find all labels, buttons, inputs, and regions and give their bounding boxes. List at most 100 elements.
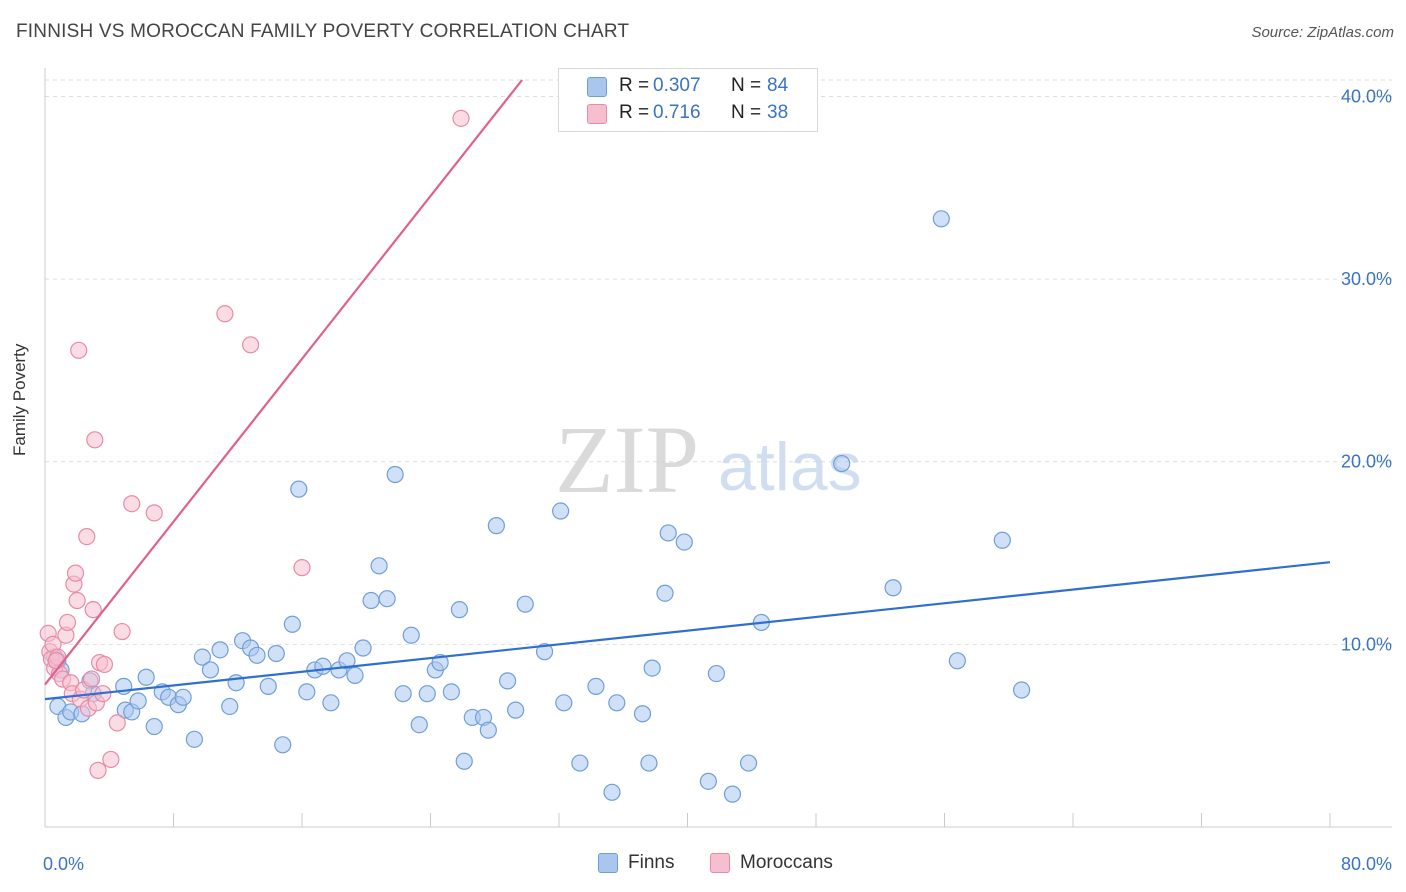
legend-stats: R = 0.307 N = 84 R = 0.716 N = 38 (558, 68, 818, 132)
moroccans-point (145, 504, 163, 522)
axes (44, 68, 1392, 828)
r-value: 0.307 (653, 75, 701, 96)
moroccans-point (70, 341, 88, 359)
finns-point (201, 661, 220, 679)
finns-point (487, 517, 505, 535)
finns-point (640, 754, 658, 772)
moroccans-point (452, 109, 470, 127)
finns-point (431, 654, 449, 672)
finns-point (450, 601, 469, 619)
finns-point (603, 783, 621, 801)
r-label: R = (619, 75, 650, 96)
finns-point (608, 694, 626, 712)
finns-point (571, 754, 589, 772)
finns-point (248, 646, 266, 664)
finns-point (633, 705, 652, 723)
x-tick-label: 80.0% (1341, 854, 1392, 874)
finns-point (707, 664, 726, 683)
finns-point (587, 677, 605, 695)
finns-swatch (598, 853, 618, 873)
finns-swatch (587, 77, 607, 97)
finns-point (137, 668, 155, 686)
finns-point (675, 533, 693, 551)
finns-point (516, 595, 534, 613)
moroccans-point (86, 431, 104, 449)
finns-point (643, 659, 661, 677)
finns-point (314, 657, 332, 675)
finns-point (322, 694, 340, 712)
finns-point (499, 672, 517, 690)
legend-label-finns: Finns (628, 852, 675, 873)
moroccans-point (66, 564, 85, 582)
finns-point (1012, 681, 1031, 699)
finns-point (362, 591, 380, 610)
y-tick-label: 20.0% (1341, 452, 1392, 472)
finns-point (555, 694, 573, 712)
legend-label-moroccans: Moroccans (740, 852, 833, 873)
finns-point (185, 730, 203, 748)
finns-point (418, 685, 436, 703)
finns-point (699, 772, 717, 790)
finns-point (739, 754, 758, 772)
finns-point (283, 615, 301, 633)
finns-point (211, 641, 229, 659)
finns-point (346, 666, 364, 685)
moroccans-points (39, 109, 470, 779)
n-value: 84 (767, 75, 789, 96)
y-tick-label: 10.0% (1341, 634, 1392, 654)
finns-point (932, 210, 950, 228)
moroccans-point (78, 528, 96, 546)
r-value: 0.716 (653, 102, 701, 123)
moroccans-point (102, 750, 120, 769)
moroccans-point (84, 601, 102, 619)
x-tick-label: 0.0% (43, 854, 84, 874)
finns-point (410, 716, 428, 734)
moroccans-swatch (587, 104, 607, 124)
finns-point (479, 721, 497, 739)
finns-point (338, 652, 356, 670)
finns-point (378, 590, 396, 608)
moroccans-point (68, 591, 86, 610)
trendlines (44, 79, 1331, 701)
moroccans-point (242, 336, 260, 354)
n-value: 38 (767, 102, 789, 123)
n-label: N = (731, 102, 762, 123)
finns-point (723, 785, 742, 803)
finns-point (259, 677, 277, 695)
r-label: R = (619, 102, 650, 123)
finns-point (174, 688, 192, 706)
source-label: Source: ZipAtlas.com (1251, 24, 1394, 41)
finns-point (659, 524, 677, 542)
moroccans-swatch (710, 853, 730, 873)
moroccans-point (89, 761, 107, 779)
grid-lines (45, 79, 1392, 645)
finns-point (298, 683, 316, 701)
y-tick-labels: 10.0% 20.0% 30.0% 40.0% (1341, 86, 1392, 654)
moroccans-point (58, 613, 77, 632)
finns-point (290, 480, 308, 498)
moroccans-point (113, 622, 131, 641)
watermark-zip: ZIP (555, 406, 699, 513)
finns-point (455, 752, 473, 770)
finns-point (370, 557, 388, 575)
chart-title: FINNISH VS MOROCCAN FAMILY POVERTY CORRE… (16, 21, 630, 42)
finns-point (535, 643, 554, 661)
moroccans-point (293, 559, 311, 577)
moroccans-point (216, 305, 234, 323)
finns-point (442, 683, 460, 701)
finns-point (552, 502, 570, 520)
finns-point (993, 531, 1011, 549)
finns-point (267, 644, 285, 663)
finns-point (507, 701, 525, 719)
finns-point (402, 626, 420, 644)
finns-trendline (44, 561, 1331, 701)
finns-point (884, 579, 902, 597)
finns-point (354, 639, 372, 657)
y-tick-label: 30.0% (1341, 269, 1392, 289)
x-tick-labels: 0.0% 80.0% (43, 854, 1392, 874)
moroccans-point (123, 495, 141, 513)
finns-point (274, 736, 292, 754)
finns-point (948, 652, 966, 670)
finns-point (394, 685, 412, 703)
